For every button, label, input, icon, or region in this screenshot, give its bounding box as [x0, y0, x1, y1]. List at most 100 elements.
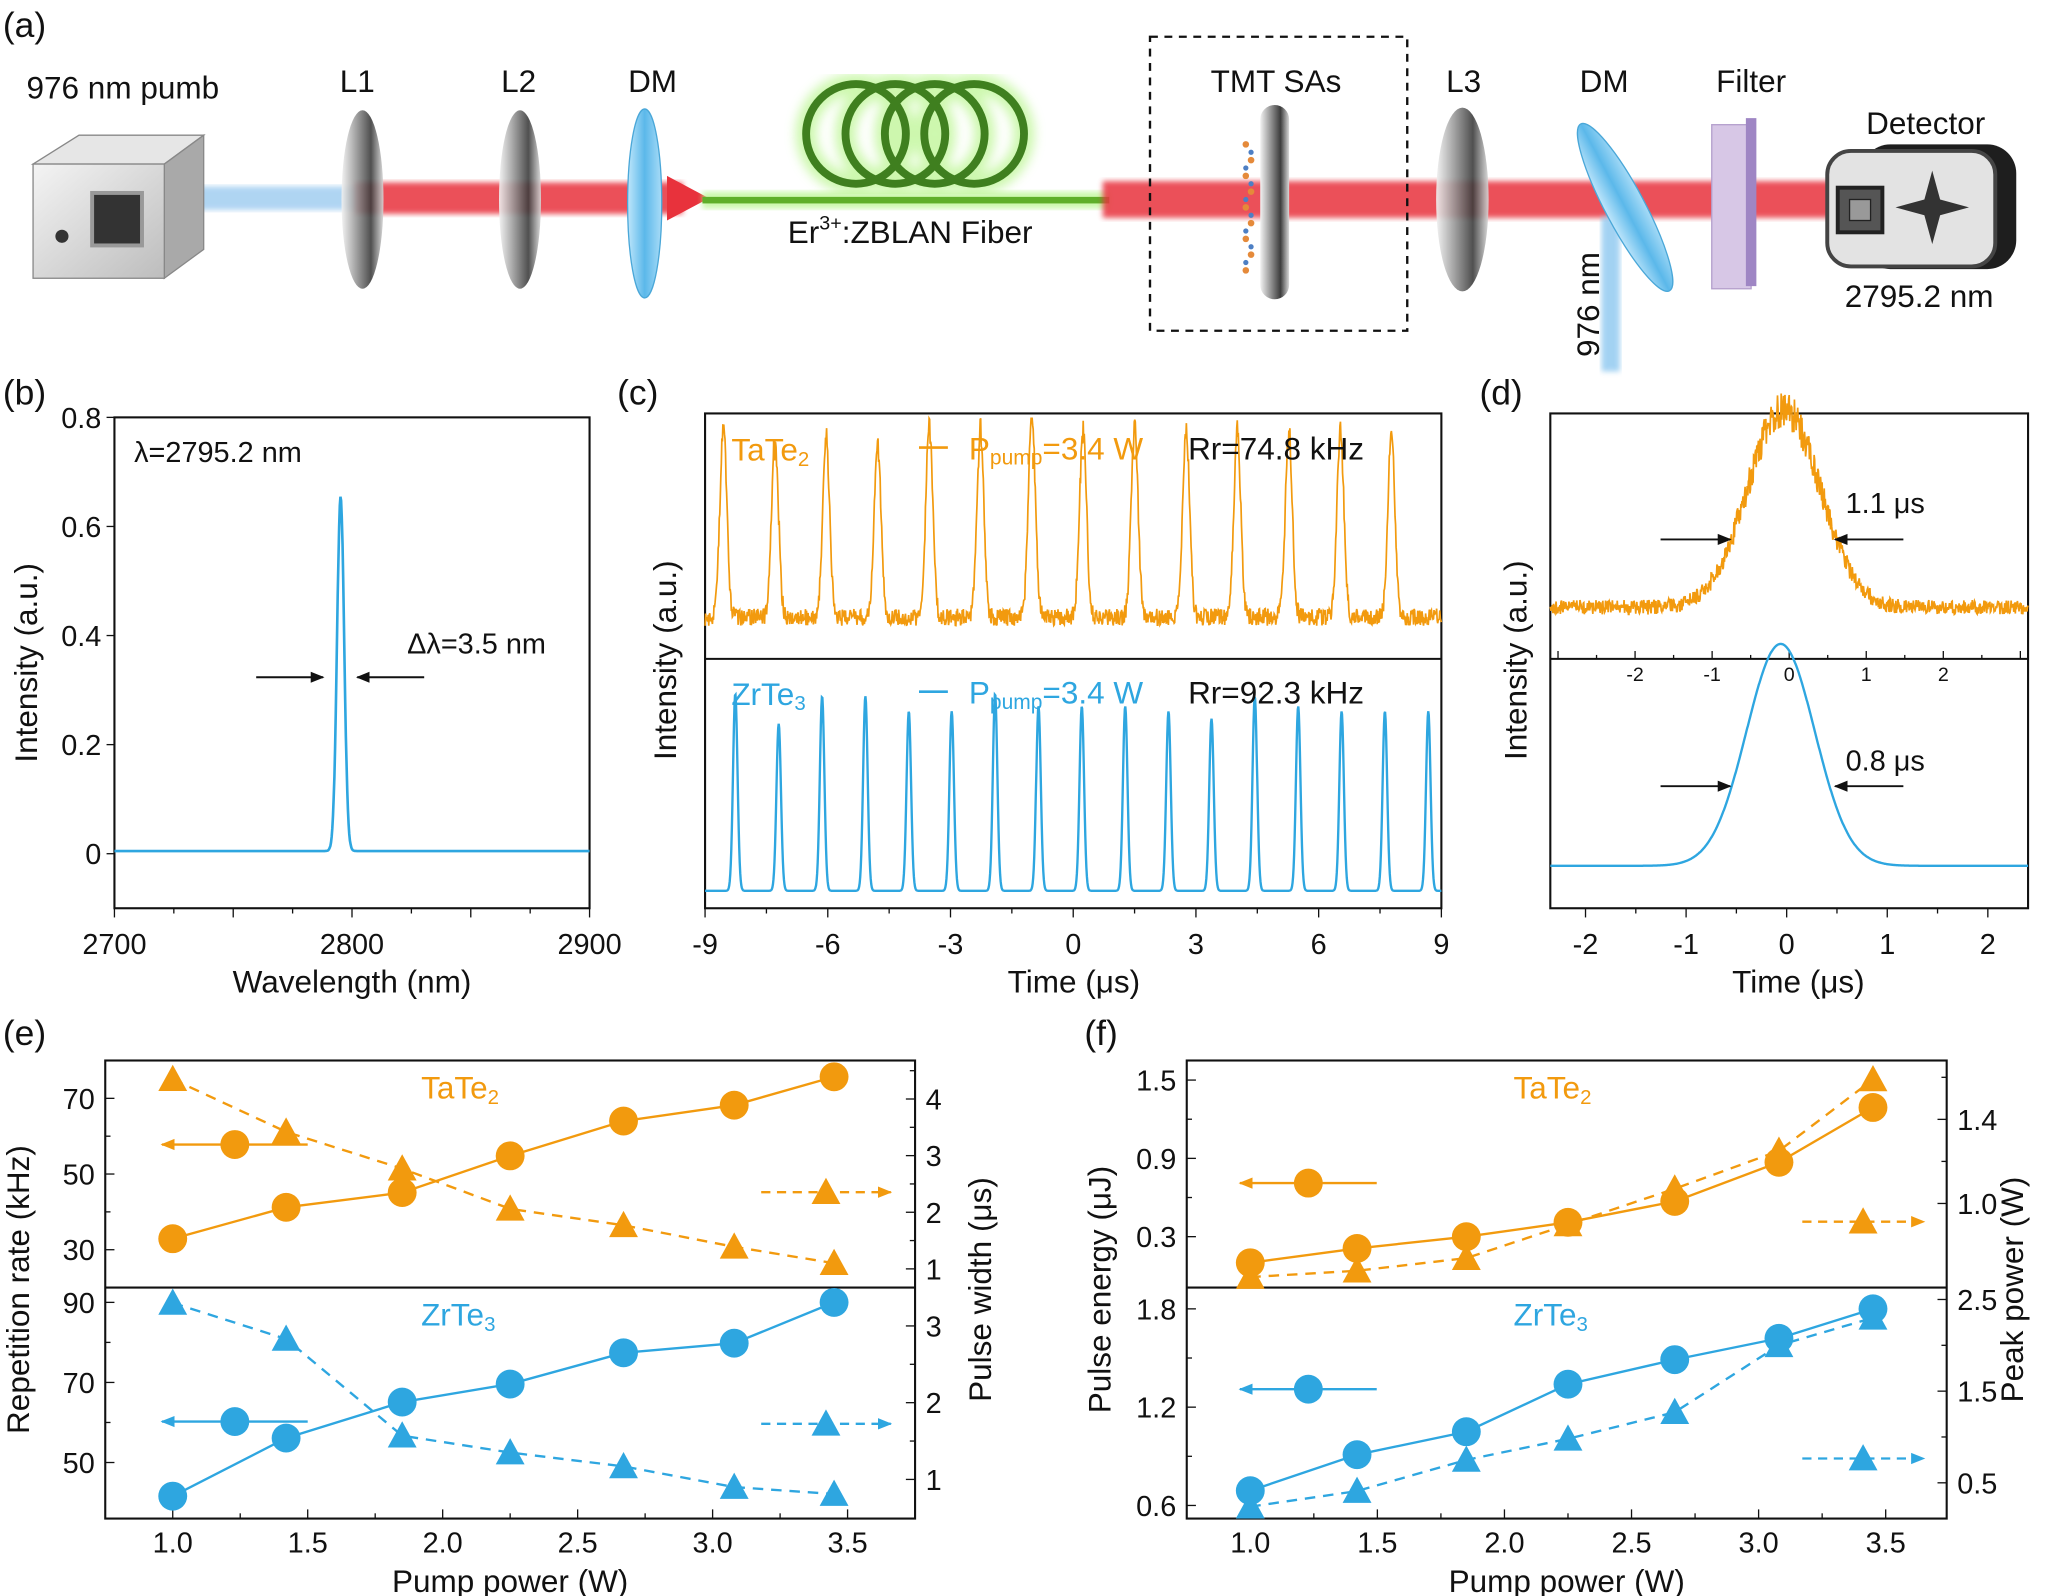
left-y-axis-label: Pulse energy (μJ) — [1082, 1166, 1118, 1413]
legend-triangle-marker — [811, 1409, 841, 1436]
label-dm-2: DM — [1580, 63, 1629, 99]
right-y-tick-label: 1.4 — [1957, 1105, 1997, 1137]
circle-marker — [1764, 1147, 1794, 1177]
label-detector: Detector — [1866, 105, 1985, 141]
triangle-marker — [819, 1248, 849, 1276]
triangle-marker — [271, 1324, 301, 1351]
panel-label-b: (b) — [3, 372, 46, 412]
x-tick-label: 2800 — [320, 929, 384, 961]
circle-marker — [1858, 1093, 1888, 1122]
triangle-marker — [1342, 1256, 1372, 1283]
spectrum-line — [114, 496, 590, 853]
panel-c: (c) -9 -6 -3 0 3 6 9 TaTe2 Ppump=3.4 W Rr=74.8 kHz… — [617, 372, 1449, 999]
panel-label-d: (d) — [1479, 372, 1522, 412]
x-tick-label: 1.0 — [153, 1528, 193, 1560]
x-tick-label: 6 — [1311, 929, 1327, 961]
pulse-train-line — [705, 691, 1442, 892]
y-axis-label: Intensity (a.u.) — [1498, 560, 1534, 760]
circle-marker — [271, 1192, 301, 1222]
pulse-train-line — [704, 415, 1443, 628]
circle-marker — [1660, 1186, 1690, 1216]
circle-marker — [609, 1106, 638, 1136]
legend-repetition-rate: Rr=74.8 kHz — [1188, 430, 1364, 466]
sa-box — [1148, 35, 1409, 332]
triangle-marker — [387, 1421, 417, 1448]
triangle-marker — [1858, 1064, 1888, 1092]
legend-repetition-rate: Rr=92.3 kHz — [1188, 675, 1364, 711]
right-y-tick-label: 1 — [926, 1465, 942, 1497]
y-tick-label: 0.4 — [61, 621, 101, 653]
plot-frame — [704, 412, 1443, 910]
legend-circle-marker — [1293, 1374, 1323, 1404]
y-tick-label: 0.8 — [61, 403, 101, 435]
inset-x-tick-label: 1 — [1861, 664, 1872, 686]
x-tick-label: 1.0 — [1230, 1528, 1270, 1560]
saturable-absorber — [1242, 105, 1290, 300]
material-label: TaTe2 — [731, 432, 809, 471]
right-y-tick-label: 3 — [926, 1311, 942, 1343]
x-tick-label: -2 — [1573, 929, 1599, 961]
fiber-coil — [795, 73, 1035, 195]
dichroic-mirror-1 — [626, 108, 663, 299]
plot-frame — [113, 416, 591, 910]
x-tick-label: 2.5 — [558, 1528, 598, 1560]
pump-source — [30, 133, 206, 280]
circle-marker — [1342, 1233, 1372, 1263]
triangle-marker — [1660, 1397, 1690, 1425]
y-tick-label: 0.6 — [61, 512, 101, 544]
material-label: TaTe2 — [421, 1070, 499, 1109]
circle-marker — [387, 1178, 417, 1208]
triangle-marker — [1553, 1424, 1583, 1451]
x-tick-label: 2.0 — [1484, 1528, 1524, 1560]
fiber-line — [702, 196, 1110, 204]
right-y-tick-label: 2 — [926, 1388, 942, 1420]
panel-b: (b) 2700 2800 2900 0 0.2 0.4 0.6 0.8 λ=2795.2 nm Δ… — [3, 372, 622, 999]
x-tick-label: 1.5 — [288, 1528, 328, 1560]
panel-f: (f) 1.0 1.5 2.0 2.5 3.0 3.5 0.3 0.9 1.5 1.0 1.4 TaTe… — [1082, 1013, 2030, 1596]
label-filter: Filter — [1716, 63, 1786, 99]
right-y-tick-label: 2 — [926, 1198, 942, 1230]
y-axis-label: Intensity (a.u.) — [647, 560, 683, 760]
left-y-tick-label: 1.8 — [1136, 1294, 1176, 1326]
material-label: ZrTe3 — [1514, 1297, 1588, 1336]
legend-triangle-marker — [1848, 1444, 1878, 1471]
left-y-tick-label: 70 — [63, 1084, 95, 1116]
lens-l3 — [1436, 107, 1489, 292]
triangle-marker — [1342, 1476, 1372, 1503]
x-tick-label: -6 — [815, 929, 841, 961]
pulse-profile-line — [1549, 393, 2029, 617]
circle-marker — [158, 1224, 188, 1254]
left-y-tick-label: 50 — [63, 1160, 95, 1192]
right-y-axis-label: Peak power (W) — [1994, 1177, 2030, 1403]
legend-circle-marker — [1293, 1168, 1323, 1198]
left-y-tick-label: 1.2 — [1136, 1393, 1176, 1425]
circle-marker — [719, 1328, 749, 1358]
inset-x-tick-label: 0 — [1784, 664, 1795, 686]
residual-pump-beam — [1601, 216, 1620, 372]
x-tick-label: 1.5 — [1357, 1528, 1397, 1560]
triangle-marker — [609, 1451, 638, 1479]
pulse-width-annotation: 0.8 μs — [1846, 745, 1925, 777]
x-axis-label: Pump power (W) — [392, 1563, 628, 1596]
beam-arrow-icon — [667, 175, 709, 221]
triangle-marker — [158, 1064, 188, 1091]
circle-marker — [271, 1423, 301, 1453]
inset-x-tick-label: 2 — [1938, 664, 1949, 686]
legend-pump-power: Ppump=3.4 W — [969, 430, 1143, 469]
inset-x-tick-label: -1 — [1703, 664, 1721, 686]
left-y-tick-label: 0.9 — [1136, 1144, 1176, 1176]
legend-triangle-marker — [1848, 1207, 1878, 1234]
left-y-tick-label: 70 — [63, 1368, 95, 1400]
label-dm-1: DM — [628, 63, 677, 99]
triangle-marker — [609, 1210, 638, 1238]
inset-x-tick-label: -2 — [1626, 664, 1644, 686]
circle-marker — [1342, 1440, 1372, 1470]
x-tick-label: 2.0 — [423, 1528, 463, 1560]
legend-circle-marker — [220, 1407, 250, 1436]
x-axis-label: Time (μs) — [1008, 963, 1140, 999]
x-tick-label: 2900 — [557, 929, 621, 961]
triangle-marker — [1451, 1445, 1481, 1472]
triangle-marker — [1451, 1243, 1481, 1270]
x-axis-label: Pump power (W) — [1449, 1563, 1685, 1596]
